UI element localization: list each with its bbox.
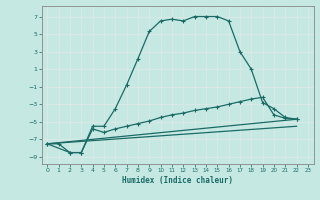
X-axis label: Humidex (Indice chaleur): Humidex (Indice chaleur) (122, 176, 233, 185)
